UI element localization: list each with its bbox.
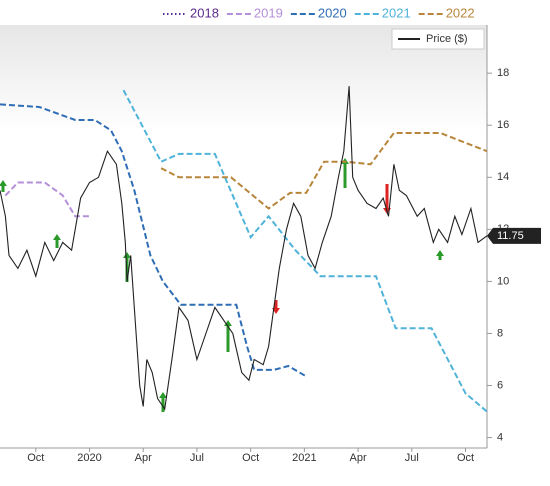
x-tick-label: Apr xyxy=(350,452,367,464)
y-tick-label: 16 xyxy=(497,119,509,131)
up-arrow xyxy=(159,392,167,412)
x-tick-label: Oct xyxy=(457,452,474,464)
legend-label: Price ($) xyxy=(426,33,468,45)
up-arrow xyxy=(0,180,7,192)
legend-label: 2018 xyxy=(190,5,219,20)
x-tick-label: 2020 xyxy=(77,452,101,464)
x-tick-label: Oct xyxy=(242,452,259,464)
plot-background xyxy=(0,25,487,448)
last-value-label: 11.75 xyxy=(497,230,524,242)
last-value-tag xyxy=(487,227,541,244)
up-arrow xyxy=(341,158,349,188)
series-line xyxy=(0,103,307,378)
series-line xyxy=(122,89,488,413)
price-legend-box xyxy=(391,28,485,50)
y-tick-label: 6 xyxy=(497,379,503,391)
revision-arrows xyxy=(0,158,444,412)
y-tick-label: 18 xyxy=(497,67,509,79)
up-arrow xyxy=(53,234,61,248)
x-tick-label: Oct xyxy=(27,452,44,464)
x-tick-label: Apr xyxy=(135,452,152,464)
series-line xyxy=(160,132,488,210)
legend-label: 2019 xyxy=(254,5,283,20)
legend-label: 2022 xyxy=(446,5,475,20)
up-arrow xyxy=(436,250,444,260)
legend-label: 2020 xyxy=(318,5,347,20)
y-tick-label: 8 xyxy=(497,327,503,339)
x-tick-label: 2021 xyxy=(292,452,316,464)
y-tick-label: 14 xyxy=(497,171,509,183)
up-arrow xyxy=(123,252,131,282)
legend-label: 2021 xyxy=(382,5,411,20)
series-line xyxy=(0,86,488,411)
y-tick-label: 4 xyxy=(497,431,503,443)
up-arrow xyxy=(224,320,232,352)
y-tick-label: 10 xyxy=(497,275,509,287)
x-tick-label: Jul xyxy=(405,452,419,464)
x-tick-label: Jul xyxy=(190,452,204,464)
down-arrow xyxy=(383,184,391,214)
